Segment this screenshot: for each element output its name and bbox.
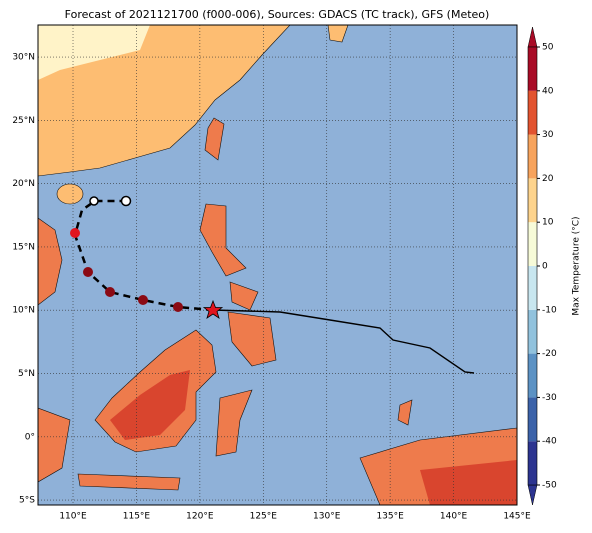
colorbar-tick-label: 30 [542,130,554,140]
colorbar-extend-top [527,26,538,48]
colorbar-band [528,178,537,223]
x-tick-label: 120°E [186,512,214,522]
map-title: Forecast of 2021121700 (f000-006), Sourc… [65,8,490,21]
y-tick-label: 10°N [12,306,35,316]
x-tick-label: 130°E [313,512,341,522]
x-tick-label: 140°E [440,512,468,522]
y-tick-label: 5°S [19,496,35,506]
y-tick-label: 0° [25,432,35,442]
colorbar-tick-label: -30 [542,393,557,403]
storm-markers [70,195,224,319]
colorbar-tick-label: -40 [542,437,557,447]
colorbar-band [528,90,537,135]
colorbar-band [528,397,537,442]
land [38,25,517,505]
x-tick-label: 115°E [123,512,151,522]
colorbar-band [528,47,537,91]
y-tick-label: 25°N [12,116,35,126]
colorbar-tick-label: -50 [542,481,557,491]
colorbar-label: Max Temperature (°C) [572,216,582,315]
colorbar-band [528,266,537,310]
colorbar-tick-label: 0 [542,262,548,272]
colorbar-tick-label: -10 [542,305,557,315]
x-tick-label: 145°E [503,512,531,522]
x-tick-label: 135°E [376,512,404,522]
colorbar-tick-label: 40 [542,86,554,96]
colorbar-band [528,134,537,179]
colorbar-tick-label: -20 [542,349,557,359]
colorbar-tick-label: 10 [542,218,554,228]
past-track [212,309,475,374]
y-tick-label: 20°N [12,179,35,189]
y-tick-label: 15°N [12,242,35,252]
colorbar-extend-bottom [527,484,538,506]
colorbar-tick-label: 20 [542,174,554,184]
x-tick-label: 110°E [59,512,87,522]
colorbar-band [528,222,537,266]
map-frame [37,24,518,506]
colorbar-band [528,353,537,398]
colorbar-tick-label: 50 [542,43,554,53]
x-tick-label: 125°E [250,512,278,522]
y-tick-label: 5°N [18,369,35,379]
y-tick-label: 30°N [12,53,35,63]
colorbar-band [528,309,537,354]
colorbar-band [528,441,537,485]
